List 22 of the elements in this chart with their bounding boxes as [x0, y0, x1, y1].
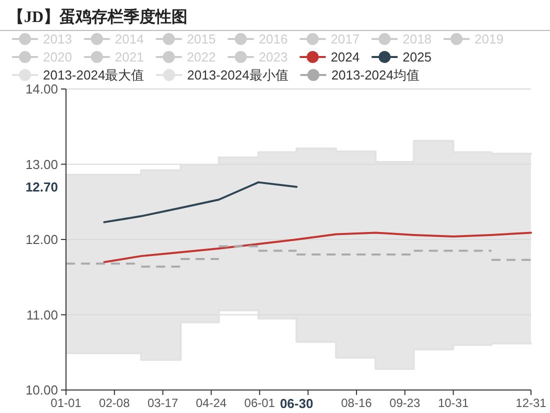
- legend-label: 2024: [330, 50, 360, 64]
- text: 12.70: [25, 179, 58, 194]
- x-tick-label: 08-16: [341, 396, 372, 410]
- text: 06-30: [280, 396, 314, 411]
- x-tick-label: 10-31: [438, 396, 469, 410]
- title: 【JD】蛋鸡存栏季度性图: [8, 9, 188, 26]
- x-tick-label: 02-08: [99, 396, 130, 410]
- y-tick-label: 11.00: [26, 307, 58, 322]
- y-tick-label: 13.00: [25, 156, 58, 172]
- legend-label: 2013-2024均值: [331, 68, 420, 82]
- y-tick-label: 10.00: [25, 382, 58, 398]
- x-tick-label: 01-01: [50, 396, 82, 410]
- legend-label: 2013-2024最大值: [43, 68, 144, 82]
- x-tick-label: 06-01: [244, 396, 276, 410]
- x-tick-label: 12-31: [516, 396, 547, 410]
- legend-label: 2013-2024最小值: [187, 68, 288, 82]
- x-tick-label: 04-24: [196, 396, 227, 410]
- x-tick-label: 09-23: [390, 396, 421, 410]
- y-tick-label: 14.00: [25, 82, 58, 96]
- x-tick-label: 03-17: [147, 396, 178, 410]
- y-tick-label: 12.00: [25, 232, 58, 247]
- legend-label: 2025: [402, 50, 432, 64]
